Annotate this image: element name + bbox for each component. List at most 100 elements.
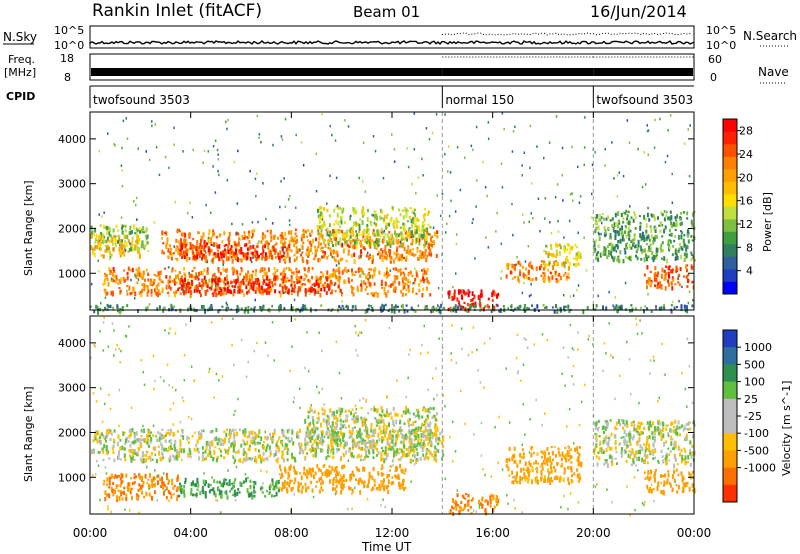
velocity-colorbar-label: Velocity [m s^-1] <box>780 381 793 476</box>
data-region <box>449 493 500 516</box>
nsearch-line <box>592 32 693 36</box>
range-tick-label: 1000 <box>58 267 86 280</box>
freq-band <box>91 68 443 76</box>
colorbar-cell <box>723 206 737 220</box>
colorbar-cell <box>723 433 737 451</box>
nave-tick-top: 60 <box>708 53 722 66</box>
range-tick-label: 3000 <box>58 382 86 395</box>
power-colorbar-label: Power [dB] <box>761 192 774 252</box>
colorbar-tick-label: 100 <box>744 376 765 389</box>
colorbar-tick-label: 24 <box>739 148 753 161</box>
time-tick-label: 16:00 <box>475 526 510 540</box>
colorbar-tick-label: 500 <box>744 358 765 371</box>
freq-band <box>593 68 693 76</box>
freq-tick-top: 18 <box>60 52 74 65</box>
range-tick-label: 2000 <box>58 426 86 439</box>
range-tick-label: 4000 <box>58 133 86 146</box>
colorbar-cell <box>723 181 737 195</box>
colorbar-tick-label: -1000 <box>744 462 776 475</box>
freq-band <box>442 68 594 76</box>
time-tick-label: 04:00 <box>173 526 208 540</box>
power-ylabel: Slant Range [km] <box>22 180 35 276</box>
colorbar-tick-label: -100 <box>744 427 769 440</box>
data-region <box>93 303 694 315</box>
colorbar-tick-label: 28 <box>739 125 753 138</box>
colorbar-cell <box>723 131 737 145</box>
nave-label: Nave <box>758 65 789 79</box>
range-tick-label: 1000 <box>58 471 86 484</box>
freq-label-2: [MHz] <box>4 66 36 79</box>
velocity-colorbar: 1000 500 100 25 -25 -100 -500 -1000 Velocity [m… <box>722 329 793 503</box>
colorbar-cell <box>723 381 737 400</box>
range-tick-label: 2000 <box>58 222 86 235</box>
colorbar-cell <box>723 364 737 382</box>
cpid-label: CPID <box>6 90 35 103</box>
beam-title: Beam 01 <box>353 3 420 21</box>
velocity-panel: 1000 2000 3000 4000 Slant Range [km] <box>22 315 696 517</box>
colorbar-tick-label: 16 <box>739 195 753 208</box>
colorbar-cell <box>723 347 737 365</box>
freq-trace <box>91 56 694 76</box>
data-region <box>505 445 583 486</box>
colorbar-tick-label: 20 <box>739 171 753 184</box>
colorbar-cell <box>723 484 737 503</box>
time-tick-label: 00:00 <box>73 526 108 540</box>
data-region <box>90 233 141 260</box>
colorbar-cell <box>723 450 737 468</box>
cpid-segment-label: twofsound 3503 <box>93 93 190 107</box>
colorbar-cell <box>723 416 737 434</box>
data-region <box>593 210 696 264</box>
colorbar-cell <box>723 281 737 295</box>
data-region <box>543 242 582 269</box>
colorbar-tick-label: -25 <box>744 410 762 423</box>
colorbar-tick-label: 4 <box>746 265 753 278</box>
colorbar-cell <box>723 156 737 170</box>
power-panel: 1000 2000 3000 4000 Slant Range [km] <box>22 111 696 315</box>
data-region <box>643 468 696 496</box>
data-region <box>505 259 570 284</box>
colorbar-cell <box>723 244 737 257</box>
freq-tick-bottom: 8 <box>64 71 71 84</box>
colorbar-cell <box>723 194 737 207</box>
colorbar-cell <box>723 269 737 282</box>
range-tick-label: 3000 <box>58 178 86 191</box>
time-axis: 00:00 04:00 08:00 12:00 16:00 20:00 00:00 <box>73 112 712 540</box>
nsearch-label: N.Search <box>743 29 797 43</box>
freq-label-1: Freq. <box>8 53 35 66</box>
data-region <box>304 405 440 455</box>
time-tick-label: 20:00 <box>576 526 611 540</box>
colorbar-cell <box>723 231 737 245</box>
data-scatter <box>90 112 694 313</box>
station-title: Rankin Inlet (fitACF) <box>92 1 262 21</box>
cpid-panel: CPID twofsound 3503 normal 150 twofsound 3… <box>6 85 694 108</box>
range-tick-label: 4000 <box>58 337 86 350</box>
data-region <box>91 428 445 464</box>
colorbar-cell <box>723 256 737 270</box>
power-colorbar: 4 8 12 16 20 24 28 Power [dB] <box>722 118 774 295</box>
time-tick-label: 08:00 <box>274 526 309 540</box>
data-region <box>178 477 280 500</box>
data-region <box>643 264 695 291</box>
data-region <box>593 419 696 469</box>
colorbar-cell <box>723 144 737 157</box>
colorbar-cell <box>723 330 737 348</box>
nsky-label: N.Sky <box>3 30 37 44</box>
data-region <box>178 275 331 296</box>
time-tick-label: 00:00 <box>677 526 712 540</box>
nsky-tick-bottom: 10^0 <box>54 39 84 52</box>
cpid-segment-label: normal 150 <box>445 93 514 107</box>
nsky-trace <box>89 32 695 46</box>
freq-panel: Freq. [MHz] 18 8 60 0 Nave <box>4 52 789 84</box>
nsearch-tick-top: 10^5 <box>706 24 736 37</box>
time-tick-label: 12:00 <box>375 526 410 540</box>
data-region <box>102 472 180 503</box>
velocity-ylabel: Slant Range [km] <box>22 386 35 482</box>
colorbar-cell <box>723 467 737 486</box>
colorbar-tick-label: 1000 <box>744 341 772 354</box>
cpid-segment-label: twofsound 3503 <box>596 93 693 107</box>
colorbar-cell <box>723 119 737 132</box>
colorbar-tick-label: 25 <box>744 393 758 406</box>
data-region <box>278 463 407 495</box>
nsearch-line <box>441 32 593 36</box>
